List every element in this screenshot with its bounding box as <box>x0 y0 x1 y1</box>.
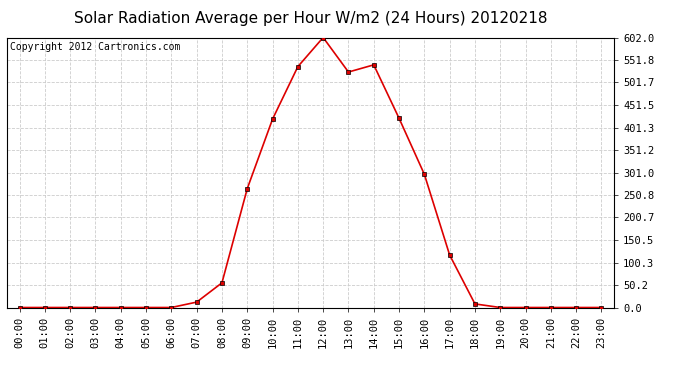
Text: Solar Radiation Average per Hour W/m2 (24 Hours) 20120218: Solar Radiation Average per Hour W/m2 (2… <box>74 11 547 26</box>
Text: Copyright 2012 Cartronics.com: Copyright 2012 Cartronics.com <box>10 42 180 51</box>
